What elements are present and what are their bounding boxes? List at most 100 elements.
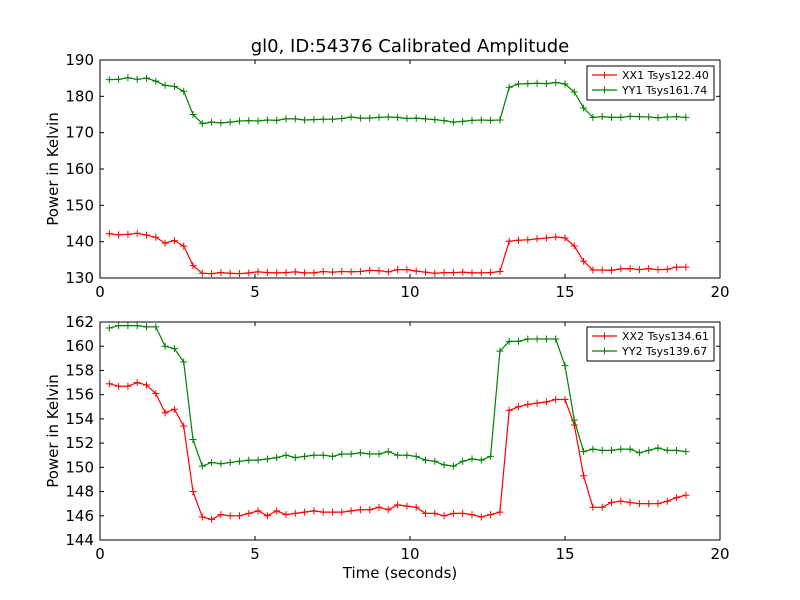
data-point	[515, 403, 522, 411]
data-point	[152, 77, 160, 85]
data-point	[124, 74, 132, 82]
data-point	[645, 265, 653, 273]
data-point	[180, 87, 188, 95]
data-point	[189, 262, 197, 270]
x-tick-label: 10	[400, 545, 419, 563]
data-point	[384, 268, 392, 276]
series-p1-1	[105, 322, 690, 470]
data-point	[170, 237, 178, 245]
data-point	[635, 449, 643, 457]
data-point	[580, 257, 588, 265]
data-point	[626, 498, 634, 506]
legend-label: YY2 Tsys139.67	[621, 345, 707, 358]
data-point	[254, 117, 262, 125]
y-axis-label: Power in Kelvin	[44, 112, 62, 226]
data-point	[375, 503, 383, 511]
data-point	[347, 450, 355, 458]
data-point	[356, 449, 364, 457]
data-point	[338, 114, 346, 122]
data-point	[394, 501, 402, 509]
data-point	[291, 268, 299, 276]
data-point	[477, 116, 485, 124]
data-point	[384, 113, 392, 121]
legend-box	[586, 326, 715, 362]
data-point	[412, 267, 420, 275]
data-point	[263, 116, 271, 124]
data-point	[133, 379, 141, 387]
data-point	[561, 80, 569, 88]
data-point	[152, 323, 160, 331]
data-point	[496, 508, 504, 516]
data-point	[384, 448, 392, 456]
data-point	[412, 114, 420, 122]
legend-marker	[601, 332, 608, 340]
data-point	[449, 509, 457, 517]
data-point	[449, 269, 457, 277]
data-point	[403, 502, 411, 510]
data-point	[319, 508, 327, 516]
data-point	[347, 268, 355, 276]
data-point	[635, 113, 643, 121]
data-point	[617, 113, 625, 121]
data-point	[570, 88, 578, 96]
y-tick-label: 190	[65, 51, 94, 69]
data-point	[505, 406, 513, 414]
data-point	[170, 405, 178, 413]
legend-box	[586, 65, 715, 101]
data-point	[394, 266, 402, 274]
data-point	[673, 494, 681, 502]
data-point	[570, 242, 578, 250]
data-point	[319, 267, 327, 275]
y-tick-label: 148	[65, 483, 94, 501]
data-point	[133, 322, 141, 330]
data-point	[487, 269, 495, 277]
data-point	[459, 268, 467, 276]
data-point	[366, 450, 374, 458]
data-point	[301, 269, 309, 277]
data-point	[663, 497, 671, 505]
data-point	[431, 457, 439, 465]
data-point	[654, 444, 662, 452]
data-point	[403, 266, 411, 274]
data-point	[180, 358, 188, 366]
data-point	[282, 511, 290, 519]
data-point	[124, 382, 132, 390]
data-point	[524, 335, 532, 343]
data-point	[682, 448, 690, 456]
data-point	[580, 104, 588, 112]
data-point	[635, 266, 643, 274]
data-point	[645, 500, 653, 508]
data-point	[217, 511, 225, 519]
data-point	[515, 80, 522, 88]
data-point	[422, 115, 429, 123]
legend-marker	[601, 347, 608, 355]
data-point	[524, 236, 532, 244]
data-point	[319, 451, 327, 459]
data-point	[152, 233, 160, 241]
data-point	[496, 347, 504, 355]
y-tick-label: 140	[65, 233, 94, 251]
data-point	[254, 456, 262, 464]
data-point	[608, 266, 615, 274]
data-point	[189, 435, 197, 443]
data-point	[347, 507, 355, 515]
data-point	[124, 230, 132, 238]
data-point	[180, 242, 188, 250]
data-point	[552, 396, 560, 404]
data-point	[626, 265, 634, 273]
data-point	[143, 323, 150, 331]
data-point	[468, 455, 476, 463]
data-point	[524, 400, 532, 408]
data-point	[263, 512, 271, 520]
data-point	[645, 446, 653, 454]
data-point	[589, 445, 597, 453]
data-point	[208, 118, 216, 126]
data-point	[236, 117, 243, 125]
data-point	[580, 448, 588, 456]
data-point	[254, 507, 262, 515]
data-point	[115, 231, 123, 239]
data-point	[282, 115, 290, 123]
data-point	[198, 513, 206, 521]
data-point	[487, 511, 495, 519]
y-tick-label: 130	[65, 269, 94, 287]
